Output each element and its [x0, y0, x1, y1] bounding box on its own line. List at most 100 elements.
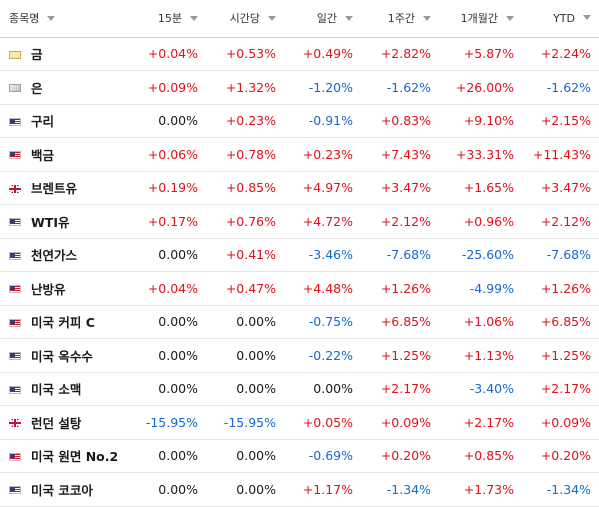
us-flag-icon: [9, 352, 21, 361]
change-monthly-cell: +0.85%: [439, 439, 522, 473]
table-row: 미국 커피 C 0.00% 0.00% -0.75% +6.85% +1.06% +6.85…: [0, 305, 599, 339]
change-monthly-cell: +1.73%: [439, 472, 522, 507]
change-weekly-cell: +3.47%: [361, 171, 439, 205]
sort-caret-icon[interactable]: [268, 15, 276, 21]
us-flag-icon: [9, 218, 21, 227]
table-row: 미국 옥수수 0.00% 0.00% -0.22% +1.25% +1.13% +1.25%: [0, 338, 599, 373]
table-row: 미국 소맥 0.00% 0.00% 0.00% +2.17% -3.40% +2.17%: [0, 372, 599, 406]
change-hourly-cell: +0.23%: [206, 104, 284, 138]
sort-caret-icon[interactable]: [506, 15, 514, 21]
change-hourly-cell: 0.00%: [206, 305, 284, 339]
commodity-link[interactable]: 브렌트유: [31, 181, 78, 197]
change-daily-cell: -0.75%: [284, 305, 361, 339]
commodity-name-cell: 미국 소맥: [0, 372, 133, 406]
us-flag-icon: [9, 251, 21, 260]
commodity-link[interactable]: 미국 코코아: [31, 482, 93, 498]
change-ytd-cell: +2.15%: [522, 104, 599, 138]
header-row: 종목명 15분 시간당 일간 1주간 1개월간 YTD: [0, 0, 599, 38]
commodity-link[interactable]: 미국 옥수수: [31, 348, 93, 364]
change-hourly-cell: +0.41%: [206, 238, 284, 272]
column-header-name[interactable]: 종목명: [0, 0, 133, 38]
column-header-ytd[interactable]: YTD: [522, 0, 599, 38]
change-daily-cell: 0.00%: [284, 372, 361, 406]
change-15min-cell: 0.00%: [133, 372, 206, 406]
change-15min-cell: 0.00%: [133, 338, 206, 373]
change-weekly-cell: +0.20%: [361, 439, 439, 473]
sort-caret-icon[interactable]: [423, 15, 431, 21]
commodity-link[interactable]: 금: [31, 47, 43, 63]
us-flag-icon: [9, 318, 21, 327]
us-flag-icon: [9, 452, 21, 461]
change-hourly-cell: +0.47%: [206, 271, 284, 306]
change-hourly-cell: 0.00%: [206, 338, 284, 373]
sort-caret-icon[interactable]: [345, 15, 353, 21]
table-row: 런던 설탕 -15.95% -15.95% +0.05% +0.09% +2.17% +0.…: [0, 405, 599, 440]
change-hourly-cell: 0.00%: [206, 439, 284, 473]
change-ytd-cell: +2.12%: [522, 204, 599, 239]
commodity-link[interactable]: 난방유: [31, 281, 66, 297]
commodity-name-cell: 미국 커피 C: [0, 305, 133, 339]
change-weekly-cell: -7.68%: [361, 238, 439, 272]
change-15min-cell: 0.00%: [133, 305, 206, 339]
change-weekly-cell: +7.43%: [361, 137, 439, 172]
column-header-daily[interactable]: 일간: [284, 0, 361, 38]
silver-icon: [9, 84, 21, 93]
change-daily-cell: +0.49%: [284, 37, 361, 71]
commodity-link[interactable]: 런던 설탕: [31, 415, 82, 431]
change-15min-cell: +0.06%: [133, 137, 206, 172]
change-weekly-cell: +6.85%: [361, 305, 439, 339]
commodity-link[interactable]: 천연가스: [31, 248, 78, 264]
change-monthly-cell: -3.40%: [439, 372, 522, 406]
column-header-weekly[interactable]: 1주간: [361, 0, 439, 38]
table-row: 금 +0.04% +0.53% +0.49% +2.82% +5.87% +2.24%: [0, 37, 599, 71]
change-15min-cell: 0.00%: [133, 104, 206, 138]
change-hourly-cell: +0.53%: [206, 37, 284, 71]
commodity-name-cell: 천연가스: [0, 238, 133, 272]
commodity-link[interactable]: WTI유: [31, 214, 70, 230]
change-ytd-cell: -1.62%: [522, 70, 599, 105]
commodity-link[interactable]: 구리: [31, 114, 55, 130]
column-header-monthly[interactable]: 1개월간: [439, 0, 522, 38]
change-15min-cell: +0.17%: [133, 204, 206, 239]
commodity-link[interactable]: 미국 커피 C: [31, 315, 95, 331]
commodity-name-cell: 구리: [0, 104, 133, 138]
change-daily-cell: -3.46%: [284, 238, 361, 272]
commodity-link[interactable]: 미국 소맥: [31, 382, 82, 398]
table-row: 난방유 +0.04% +0.47% +4.48% +1.26% -4.99% +1.26%: [0, 271, 599, 306]
change-daily-cell: -1.20%: [284, 70, 361, 105]
change-monthly-cell: +26.00%: [439, 70, 522, 105]
commodity-link[interactable]: 백금: [31, 147, 55, 163]
change-hourly-cell: 0.00%: [206, 472, 284, 507]
sort-caret-icon[interactable]: [583, 15, 591, 21]
change-monthly-cell: +2.17%: [439, 405, 522, 440]
change-weekly-cell: -1.62%: [361, 70, 439, 105]
change-monthly-cell: +1.65%: [439, 171, 522, 205]
sort-caret-icon[interactable]: [190, 15, 198, 21]
column-header-hourly[interactable]: 시간당: [206, 0, 284, 38]
change-hourly-cell: +1.32%: [206, 70, 284, 105]
column-header-15min[interactable]: 15분: [133, 0, 206, 38]
commodity-name-cell: 브렌트유: [0, 171, 133, 205]
us-flag-icon: [9, 385, 21, 394]
change-ytd-cell: +0.09%: [522, 405, 599, 440]
change-daily-cell: +0.23%: [284, 137, 361, 172]
commodity-name-cell: 금: [0, 37, 133, 71]
change-weekly-cell: +1.26%: [361, 271, 439, 306]
commodity-link[interactable]: 은: [31, 80, 43, 96]
change-ytd-cell: +2.17%: [522, 372, 599, 406]
commodity-name-cell: 미국 원면 No.2: [0, 439, 133, 473]
change-15min-cell: 0.00%: [133, 238, 206, 272]
change-weekly-cell: +0.09%: [361, 405, 439, 440]
change-hourly-cell: +0.85%: [206, 171, 284, 205]
change-hourly-cell: -15.95%: [206, 405, 284, 440]
change-ytd-cell: -1.34%: [522, 472, 599, 507]
change-15min-cell: +0.04%: [133, 37, 206, 71]
commodity-link[interactable]: 미국 원면 No.2: [31, 449, 119, 465]
change-15min-cell: +0.19%: [133, 171, 206, 205]
change-15min-cell: 0.00%: [133, 472, 206, 507]
table-row: 브렌트유 +0.19% +0.85% +4.97% +3.47% +1.65% +3.47%: [0, 171, 599, 205]
sort-caret-icon[interactable]: [47, 15, 56, 21]
change-monthly-cell: +33.31%: [439, 137, 522, 172]
change-ytd-cell: -7.68%: [522, 238, 599, 272]
